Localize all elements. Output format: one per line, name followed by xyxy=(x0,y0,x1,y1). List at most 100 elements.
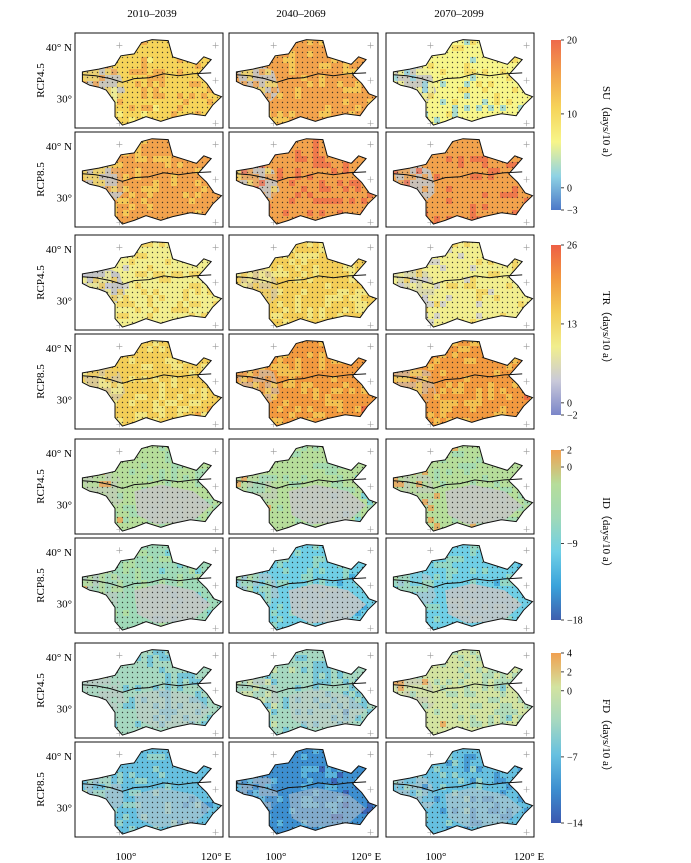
river-divide xyxy=(82,682,212,693)
grid-cross xyxy=(367,343,374,350)
lat-tick-30: 30° xyxy=(57,93,72,105)
grid-cross xyxy=(270,244,277,251)
basin-outline xyxy=(235,649,378,736)
basin-outline xyxy=(392,649,534,736)
grid-cross xyxy=(367,141,374,148)
grid-cross xyxy=(212,448,219,455)
grid-cross xyxy=(212,343,219,350)
lat-tick-40n: 40° N xyxy=(46,343,72,355)
lat-tick-40n: 40° N xyxy=(46,448,72,460)
grid-cross xyxy=(212,652,219,659)
lat-tick-30: 30° xyxy=(57,295,72,307)
scenario-label: RCP4.5 xyxy=(35,63,47,98)
grid-cross xyxy=(523,483,530,490)
grid-cross xyxy=(523,219,530,226)
map-panels: 40° N30°RCP4.540° N30°RCP8.540° N30°RCP4… xyxy=(35,32,535,838)
grid-cross xyxy=(367,526,374,533)
grid-cross xyxy=(367,176,374,183)
river-divide xyxy=(236,72,367,83)
panel-tr-rcp85-p3 xyxy=(385,333,535,430)
period-header-3: 2070–2099 xyxy=(434,8,484,20)
river-divide xyxy=(393,72,523,83)
scenario-label: RCP8.5 xyxy=(35,364,47,399)
panel-id-rcp45-p1: 40° N30°RCP4.5 xyxy=(35,438,224,535)
basin-outline xyxy=(81,39,223,126)
river-divide xyxy=(82,478,212,489)
panel-id-rcp85-p3 xyxy=(385,537,535,634)
basin-outline xyxy=(235,445,378,532)
lat-tick-30: 30° xyxy=(57,598,72,610)
panel-id-rcp45-p2 xyxy=(228,438,379,535)
grid-cross xyxy=(212,244,219,251)
river-divide xyxy=(393,478,523,489)
grid-cross xyxy=(270,141,277,148)
grid-cross xyxy=(116,42,123,49)
river-divide xyxy=(236,682,367,693)
lat-tick-40n: 40° N xyxy=(46,547,72,559)
panel-tr-rcp85-p1: 40° N 30° RCP8.5 xyxy=(35,333,224,430)
basin-outline xyxy=(81,340,223,427)
grid-cross xyxy=(212,786,219,793)
lat-tick-30: 30° xyxy=(57,394,72,406)
panel-fd-rcp85-p1: 40° N30°RCP8.5 xyxy=(35,741,224,838)
grid-cross xyxy=(523,582,530,589)
grid-cross xyxy=(523,547,530,554)
grid-cross xyxy=(523,652,530,659)
basin-outline xyxy=(81,649,223,736)
basin-outline xyxy=(392,340,534,427)
grid-cross xyxy=(270,448,277,455)
grid-cross xyxy=(523,244,530,251)
grid-cross xyxy=(212,625,219,632)
panel-su-rcp85-p2 xyxy=(228,131,379,228)
grid-cross xyxy=(212,176,219,183)
grid-cross xyxy=(367,448,374,455)
grid-cross xyxy=(367,219,374,226)
grid-cross xyxy=(116,547,123,554)
panel-su-rcp85-p3 xyxy=(385,131,535,228)
river-divide xyxy=(393,274,523,285)
grid-cross xyxy=(212,77,219,84)
grid-cross xyxy=(523,730,530,737)
panel-tr-rcp45-p3 xyxy=(385,234,535,331)
scenario-label: RCP4.5 xyxy=(35,469,47,504)
period-header-2: 2040–2069 xyxy=(276,8,326,20)
grid-cross xyxy=(427,652,434,659)
basin-outline xyxy=(392,445,534,532)
grid-cross xyxy=(367,730,374,737)
scenario-label: RCP4.5 xyxy=(35,673,47,708)
grid-cross xyxy=(427,244,434,251)
river-divide xyxy=(82,171,212,182)
grid-cross xyxy=(270,343,277,350)
basin-outline xyxy=(81,544,223,631)
grid-cross xyxy=(212,322,219,329)
grid-cross xyxy=(523,343,530,350)
grid-cross xyxy=(523,687,530,694)
grid-cross xyxy=(367,120,374,127)
grid-cross xyxy=(367,77,374,84)
grid-cross xyxy=(523,77,530,84)
panel-su-rcp45-p3 xyxy=(385,32,535,129)
basin-outline xyxy=(235,138,378,225)
grid-cross xyxy=(212,378,219,385)
grid-cross xyxy=(270,547,277,554)
lat-tick-40n: 40° N xyxy=(46,652,72,664)
basin-outline xyxy=(392,138,534,225)
grid-cross xyxy=(427,547,434,554)
grid-cross xyxy=(212,279,219,286)
grid-cross xyxy=(212,730,219,737)
basin-outline xyxy=(235,544,378,631)
scenario-label: RCP8.5 xyxy=(35,162,47,197)
grid-cross xyxy=(523,176,530,183)
grid-cross xyxy=(523,120,530,127)
panel-su-rcp45-p1: 40° N30°RCP4.5 xyxy=(35,32,224,129)
river-divide xyxy=(236,478,367,489)
grid-cross xyxy=(212,829,219,836)
grid-cross xyxy=(367,687,374,694)
lat-tick-30: 30° xyxy=(57,703,72,715)
river-divide xyxy=(236,274,367,285)
lat-tick-40n: 40° N xyxy=(46,244,72,256)
basin-outline xyxy=(81,138,223,225)
grid-cross xyxy=(212,483,219,490)
basin-outline xyxy=(392,544,534,631)
river-divide xyxy=(393,171,523,182)
